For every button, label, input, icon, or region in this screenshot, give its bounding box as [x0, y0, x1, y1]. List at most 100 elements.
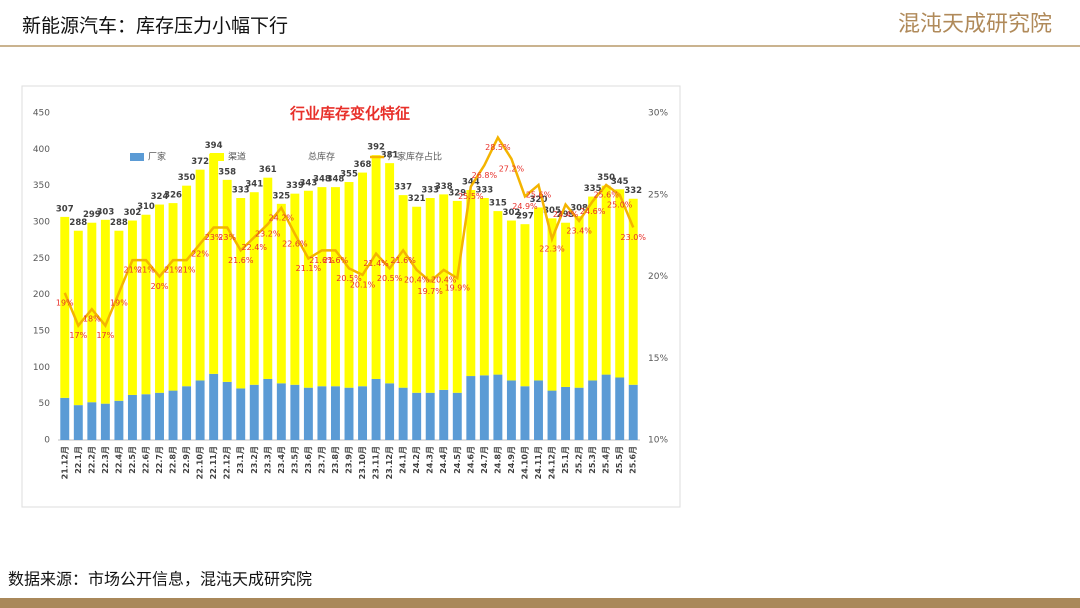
- x-tick-label: 23.2月: [250, 446, 259, 474]
- legend-key: [210, 153, 224, 161]
- ratio-label: 24.4%: [553, 210, 579, 219]
- x-tick-label: 24.4月: [439, 446, 448, 474]
- x-tick-label: 25.1月: [561, 446, 570, 474]
- y-tick-label: 350: [33, 181, 50, 191]
- ratio-label: 22%: [191, 249, 209, 258]
- ratio-line: [63, 134, 635, 328]
- bar-segment: [520, 386, 530, 440]
- total-label: 332: [624, 186, 642, 196]
- y2-tick-label: 20%: [648, 272, 668, 282]
- source-note: 数据来源：市场公开信息，混沌天成研究院: [8, 570, 312, 589]
- legend-key: [130, 153, 144, 161]
- ratio-label: 19%: [110, 298, 128, 307]
- bar-segment: [87, 222, 97, 403]
- x-tick-label: 23.10月: [358, 446, 367, 479]
- bar-segment: [574, 387, 584, 440]
- bar-segment: [182, 185, 192, 387]
- bar-segment: [588, 380, 598, 440]
- ratio-label: 28.5%: [485, 143, 511, 152]
- bar-segment: [290, 384, 300, 440]
- total-label: 372: [191, 157, 209, 167]
- bar-segment: [195, 380, 205, 440]
- x-tick-label: 22.9月: [182, 446, 191, 474]
- bar-segment: [155, 204, 164, 393]
- bar-segment: [303, 387, 313, 440]
- bar-segment: [547, 218, 557, 391]
- bar-segment: [276, 203, 286, 384]
- ratio-label: 21%: [124, 266, 142, 275]
- x-tick-label: 23.5月: [290, 446, 299, 474]
- total-label: 345: [611, 177, 629, 187]
- ratio-label: 21.6%: [309, 256, 335, 265]
- total-label: 333: [475, 186, 493, 196]
- bar-segment: [615, 377, 625, 440]
- total-label: 326: [164, 191, 182, 201]
- bar-segment: [452, 392, 462, 440]
- ratio-label: 21%: [137, 266, 155, 275]
- total-label: 325: [272, 191, 290, 201]
- total-label: 335: [584, 184, 602, 194]
- ratio-label: 24.9%: [512, 202, 538, 211]
- y2-tick-label: 30%: [648, 109, 668, 119]
- x-tick-label: 25.6月: [629, 446, 638, 474]
- ratio-label: 19.7%: [417, 287, 443, 296]
- ratio-label: 21.6%: [228, 256, 254, 265]
- total-label: 333: [421, 186, 439, 196]
- bar-segment: [114, 230, 124, 401]
- y2-tick-label: 25%: [648, 190, 668, 200]
- x-tick-label: 22.5月: [128, 446, 137, 474]
- ratio-label: 20.5%: [377, 274, 403, 283]
- total-label: 361: [259, 165, 277, 175]
- bar-segment: [73, 230, 83, 406]
- total-label: 333: [232, 186, 250, 196]
- bar-segment: [303, 190, 313, 388]
- ratio-label: 26.8%: [472, 171, 498, 180]
- total-label: 297: [516, 212, 534, 222]
- total-label: 305: [543, 206, 561, 216]
- x-tick-label: 24.11月: [534, 446, 543, 479]
- bar-segment: [263, 378, 273, 440]
- bar-segment: [222, 381, 232, 440]
- total-label: 303: [96, 207, 114, 217]
- bar-segment: [412, 206, 422, 393]
- y-tick-label: 450: [33, 109, 50, 119]
- y-tick-label: 300: [33, 218, 50, 228]
- bar-segment: [398, 387, 408, 440]
- bar-segment: [155, 392, 164, 440]
- legend-label: 厂家库存占比: [388, 151, 442, 163]
- bar-segment: [493, 211, 503, 375]
- x-tick-label: 22.6月: [141, 446, 150, 474]
- bar-segment: [100, 403, 110, 440]
- total-label: 288: [110, 218, 128, 228]
- x-tick-label: 23.9月: [345, 446, 354, 474]
- ratio-label: 23.4%: [566, 226, 592, 235]
- bar-segment: [168, 203, 178, 391]
- y-tick-label: 100: [33, 363, 50, 373]
- bar-segment: [385, 383, 395, 440]
- total-label: 392: [367, 143, 385, 153]
- bar-segment: [371, 155, 381, 379]
- x-tick-label: 24.2月: [412, 446, 421, 474]
- y-tick-label: 50: [39, 399, 51, 409]
- total-label: 348: [327, 175, 345, 185]
- bar-segment: [195, 169, 205, 381]
- x-tick-label: 22.2月: [87, 446, 96, 474]
- bar-segment: [60, 397, 70, 440]
- x-tick-label: 22.7月: [155, 446, 164, 474]
- total-label: 321: [408, 194, 426, 204]
- x-tick-label: 23.1月: [236, 446, 245, 474]
- x-tick-label: 24.3月: [426, 446, 435, 474]
- x-tick-label: 23.6月: [304, 446, 313, 474]
- y2-tick-label: 10%: [648, 436, 668, 446]
- x-tick-label: 24.6月: [466, 446, 475, 474]
- bar-segment: [628, 198, 638, 385]
- bar-segment: [60, 216, 70, 398]
- total-label: 320: [530, 195, 548, 205]
- total-label: 302: [503, 208, 521, 218]
- ratio-label: 27.2%: [499, 164, 525, 173]
- ratio-label: 19.9%: [445, 284, 471, 293]
- ratio-label: 18%: [83, 315, 101, 324]
- x-tick-label: 22.8月: [169, 446, 178, 474]
- bar-segment: [358, 172, 368, 387]
- bar-segment: [561, 386, 571, 440]
